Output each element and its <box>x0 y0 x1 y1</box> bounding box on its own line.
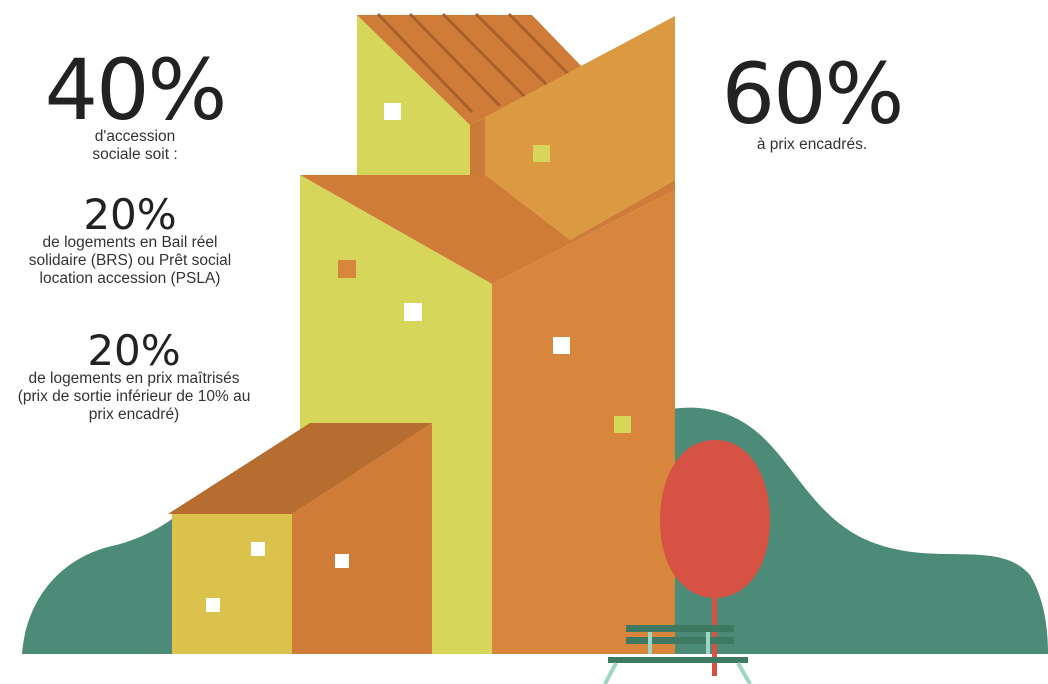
small-side <box>292 423 432 654</box>
stat-20-brs: 20% de logements en Bail réel solidaire … <box>20 194 240 288</box>
tower-back-notch <box>470 118 485 182</box>
tower-back-front <box>357 15 470 175</box>
stat-40-value: 40% <box>44 41 228 139</box>
stat-20-brs-value: 20% <box>83 190 177 239</box>
stat-60-percent: 60% à prix encadrés. <box>712 52 912 154</box>
stat-40-caption: d'accession sociale soit : <box>92 128 178 163</box>
window <box>404 303 422 321</box>
window <box>251 542 265 556</box>
mid-side <box>492 190 675 654</box>
stat-60-value: 60% <box>721 45 905 143</box>
window <box>335 554 349 568</box>
small-front <box>172 514 292 654</box>
tree-icon <box>660 440 770 676</box>
stat-20-pm-value: 20% <box>87 326 181 375</box>
windows <box>206 103 631 612</box>
mid-roof <box>300 175 675 284</box>
window <box>384 103 401 120</box>
window <box>614 416 631 433</box>
window <box>553 337 570 354</box>
stat-40-percent: 40% d'accession sociale soit : <box>40 48 230 164</box>
stat-60-caption: à prix encadrés. <box>756 136 868 153</box>
stat-20-brs-caption: de logements en Bail réel solidaire (BRS… <box>28 234 232 287</box>
window <box>338 260 356 278</box>
small-roof <box>168 423 432 514</box>
tower-back-side <box>470 16 675 240</box>
stat-20-pm-caption: de logements en prix maîtrisés (prix de … <box>17 370 251 423</box>
window <box>533 145 550 162</box>
stat-20-prix-maitrises: 20% de logements en prix maîtrisés (prix… <box>14 330 254 424</box>
bench-icon <box>603 625 752 684</box>
window <box>206 598 220 612</box>
